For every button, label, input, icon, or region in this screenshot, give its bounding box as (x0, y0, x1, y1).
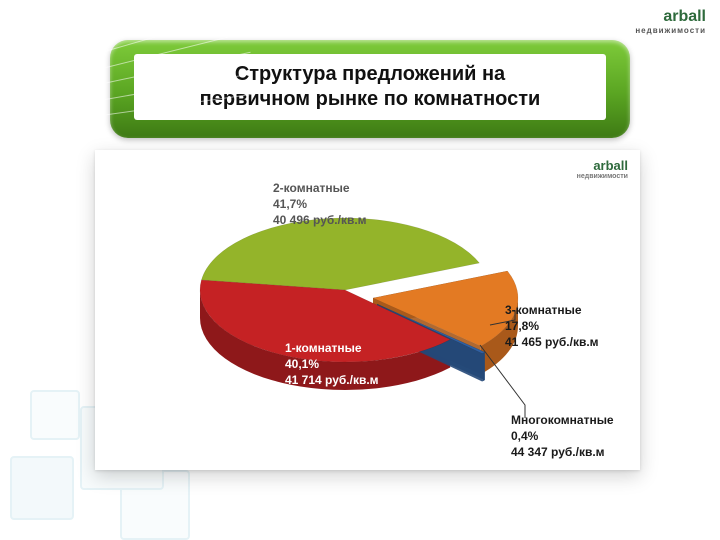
slice-label-3room: 3-комнатные17,8%41 465 руб./кв.м (505, 302, 599, 351)
slice-label-2room: 2-комнатные41,7%40 496 руб./кв.м (273, 180, 367, 229)
title-line2: первичном рынке по комнатности (200, 88, 541, 110)
slice-label-multi: Многокомнатные0,4%44 347 руб./кв.м (511, 412, 614, 461)
slice-label-1room: 1-комнатные40,1%41 714 руб./кв.м (285, 340, 379, 389)
chart-card: arball недвижимости 2-комнатные41,7%40 4… (95, 150, 640, 470)
slide-title: Структура предложений на первичном рынке… (134, 54, 606, 120)
brand-logo-outer: arball недвижимости (635, 8, 706, 35)
brand-name: arball (663, 8, 706, 25)
title-band: Структура предложений на первичном рынке… (110, 40, 630, 138)
title-line1: Структура предложений на (235, 63, 505, 85)
brand-sub: недвижимости (635, 26, 706, 35)
